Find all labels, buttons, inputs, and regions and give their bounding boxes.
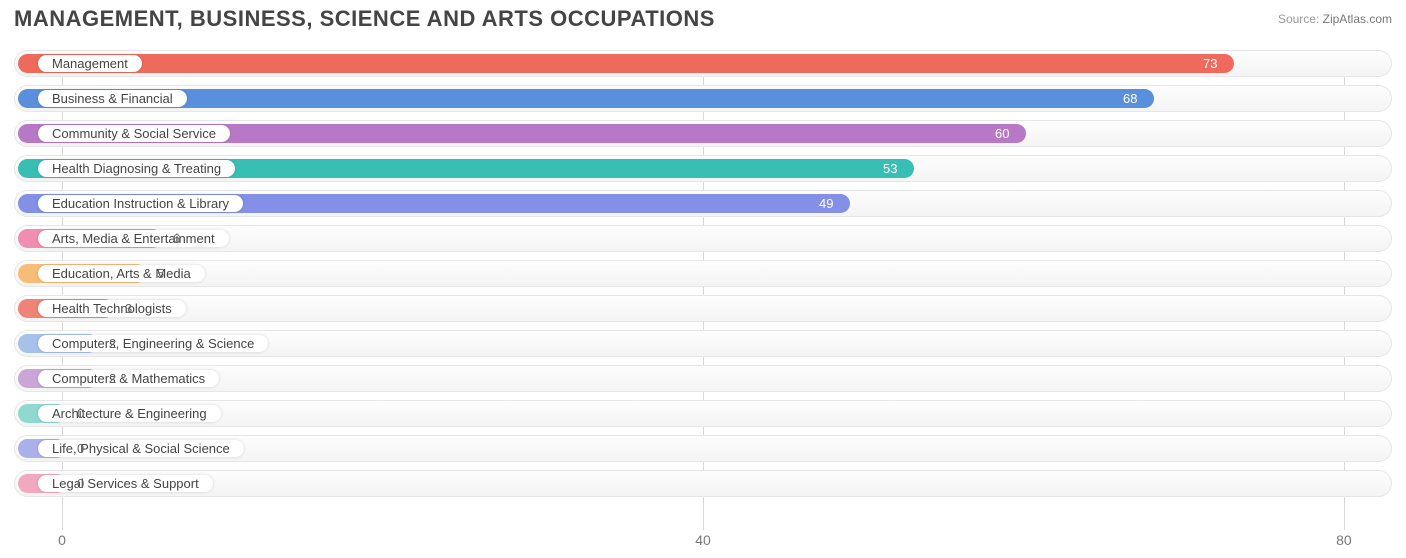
bar-label-pill: Management <box>38 55 142 72</box>
bar-row: Health Diagnosing & Treating 53 <box>14 155 1392 182</box>
bar-label-pill: Architecture & Engineering <box>38 405 221 422</box>
source-attribution: Source: ZipAtlas.com <box>1278 12 1392 26</box>
bar-value: 3 <box>125 296 132 321</box>
bar-value: 0 <box>77 436 84 461</box>
chart-header: MANAGEMENT, BUSINESS, SCIENCE AND ARTS O… <box>0 0 1406 42</box>
bar-label-pill: Education, Arts & Media <box>38 265 205 282</box>
bar-label-pill: Education Instruction & Library <box>38 195 243 212</box>
bar-label-pill: Life, Physical & Social Science <box>38 440 244 457</box>
bar-row: Health Technologists3 <box>14 295 1392 322</box>
bar-label-pill: Legal Services & Support <box>38 475 213 492</box>
bar-row: Business & Financial 68 <box>14 85 1392 112</box>
bar-row: Architecture & Engineering0 <box>14 400 1392 427</box>
bar-value: 2 <box>109 331 116 356</box>
bar-label-pill: Computers & Mathematics <box>38 370 219 387</box>
bar-value: 49 <box>819 191 833 216</box>
bar-value: 5 <box>157 261 164 286</box>
bar-value: 2 <box>109 366 116 391</box>
bar-row: Education Instruction & Library 49 <box>14 190 1392 217</box>
chart-title: MANAGEMENT, BUSINESS, SCIENCE AND ARTS O… <box>14 6 715 32</box>
bar-value: 0 <box>77 471 84 496</box>
bar-row: Legal Services & Support0 <box>14 470 1392 497</box>
bar-value: 53 <box>883 156 897 181</box>
bar-fill <box>18 54 1234 73</box>
bar-container: Management 73 Business & Financial 68 Commun… <box>14 50 1392 497</box>
bar-value: 60 <box>995 121 1009 146</box>
bar-row: Community & Social Service 60 <box>14 120 1392 147</box>
bar-label-pill: Community & Social Service <box>38 125 230 142</box>
bar-row: Arts, Media & Entertainment6 <box>14 225 1392 252</box>
chart-area: Management 73 Business & Financial 68 Commun… <box>0 42 1406 558</box>
bar-value: 6 <box>173 226 180 251</box>
x-tick-label: 80 <box>1336 532 1352 548</box>
bar-label-pill: Arts, Media & Entertainment <box>38 230 229 247</box>
bar-label-pill: Computers, Engineering & Science <box>38 335 268 352</box>
x-tick-label: 40 <box>695 532 711 548</box>
bar-value: 73 <box>1203 51 1217 76</box>
bar-fill <box>18 89 1154 108</box>
source-site: ZipAtlas.com <box>1323 12 1392 26</box>
bar-value: 0 <box>77 401 84 426</box>
x-tick-label: 0 <box>58 532 66 548</box>
bar-label-pill: Business & Financial <box>38 90 187 107</box>
bar-row: Computers & Mathematics2 <box>14 365 1392 392</box>
bar-row: Education, Arts & Media5 <box>14 260 1392 287</box>
bar-row: Management 73 <box>14 50 1392 77</box>
bar-row: Computers, Engineering & Science2 <box>14 330 1392 357</box>
bar-value: 68 <box>1123 86 1137 111</box>
source-label: Source: <box>1278 12 1319 26</box>
bar-label-pill: Health Technologists <box>38 300 186 317</box>
bar-label-pill: Health Diagnosing & Treating <box>38 160 235 177</box>
bar-row: Life, Physical & Social Science0 <box>14 435 1392 462</box>
x-axis: 0 40 80 <box>14 532 1392 552</box>
